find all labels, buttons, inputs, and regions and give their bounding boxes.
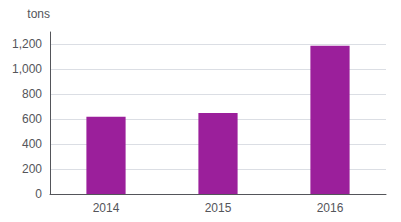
svg-text:2014: 2014 bbox=[93, 201, 120, 215]
svg-text:1,000: 1,000 bbox=[12, 62, 42, 76]
svg-text:800: 800 bbox=[22, 87, 42, 101]
svg-text:tons: tons bbox=[27, 7, 50, 21]
svg-text:400: 400 bbox=[22, 137, 42, 151]
svg-text:2015: 2015 bbox=[205, 201, 232, 215]
svg-text:600: 600 bbox=[22, 112, 42, 126]
svg-text:200: 200 bbox=[22, 162, 42, 176]
svg-text:1,200: 1,200 bbox=[12, 37, 42, 51]
svg-text:2016: 2016 bbox=[317, 201, 344, 215]
svg-text:0: 0 bbox=[35, 187, 42, 201]
